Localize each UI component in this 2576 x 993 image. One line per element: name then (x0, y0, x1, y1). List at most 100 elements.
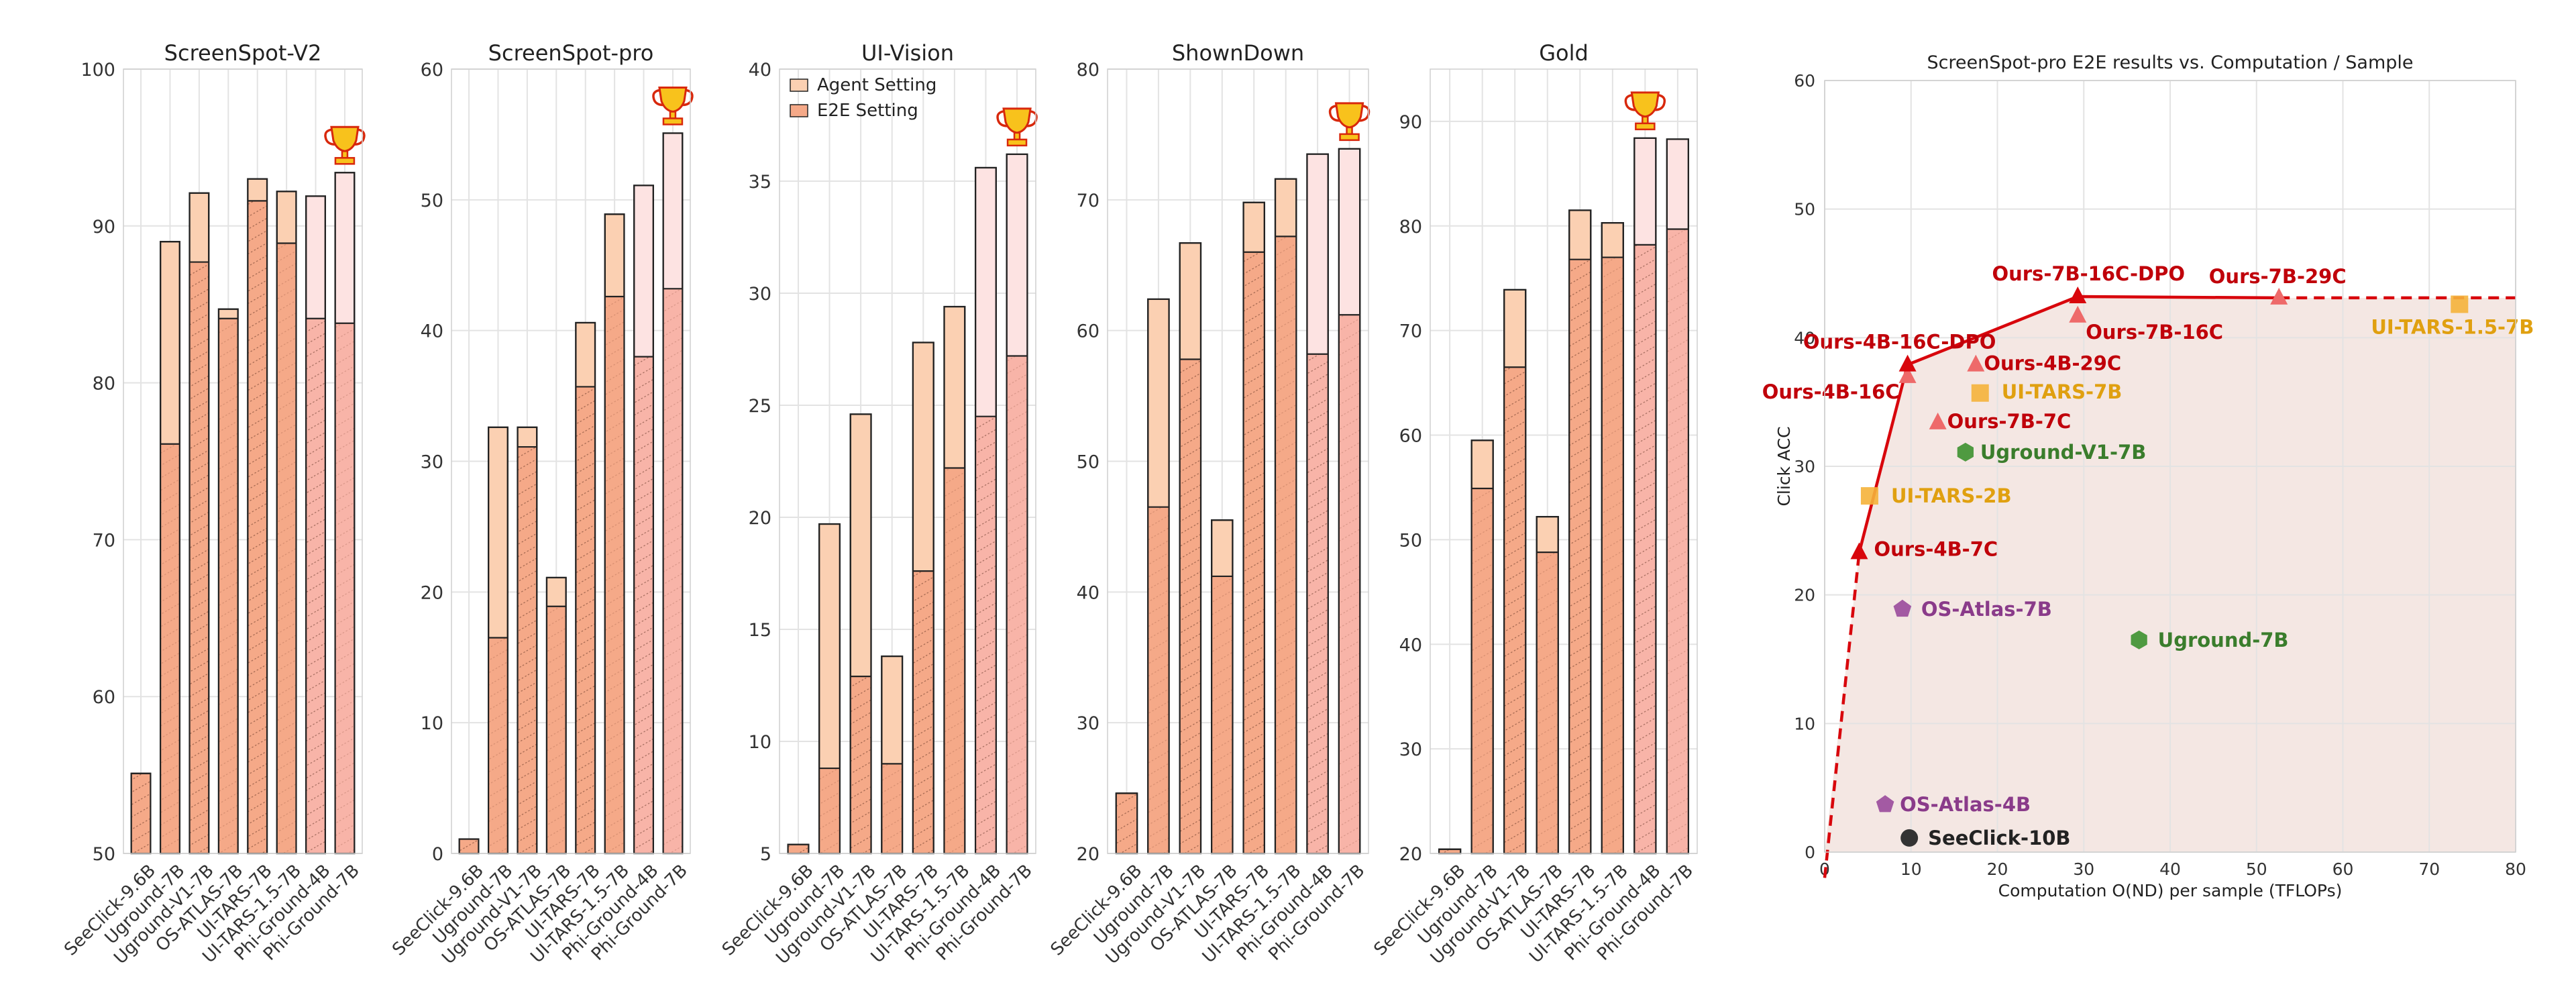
point-uground-v1-7b (1957, 442, 1974, 462)
bar-e2e-hatch (1536, 552, 1558, 853)
bar-e2e-hatch (1634, 244, 1656, 854)
legend-swatch-e2e (790, 104, 808, 117)
bar-chart-2: 510152025303540UI-VisionSeeClick-9.6BUgr… (718, 40, 1038, 968)
point-ours-4b-29c (1967, 354, 1985, 372)
legend-label-agent: Agent Setting (817, 75, 936, 95)
panel-title: UI-Vision (861, 40, 954, 66)
point-ours-4b-16c (1898, 366, 1917, 383)
panel-title: ShownDown (1172, 40, 1304, 66)
bar-e2e-hatch (881, 764, 903, 853)
bar-e2e-hatch (276, 243, 297, 853)
bar-e2e-hatch (944, 468, 965, 853)
bar-e2e-hatch (1338, 315, 1360, 854)
point-ui-tars-7b (1971, 384, 1989, 402)
point-ours-7b-16c-dpo (2069, 286, 2087, 303)
plot-frame (1430, 68, 1698, 854)
point-label: Uground-V1-7B (1980, 441, 2146, 464)
y-tick-label: 40 (749, 60, 771, 81)
bar-e2e-hatch (1148, 507, 1169, 853)
plot-area (123, 69, 362, 853)
trophy-stem (1013, 132, 1021, 141)
point-ui-tars-2b (1860, 487, 1878, 505)
y-tick-label: 60 (1794, 71, 1815, 91)
bar-e2e-hatch (850, 676, 871, 853)
y-tick-label: 40 (1077, 582, 1099, 603)
trophy-base (1339, 133, 1360, 142)
point-label: UI-TARS-2B (1891, 484, 2012, 507)
point-label: UI-TARS-1.5-7B (2371, 316, 2534, 339)
panel-title: ScreenSpot-pro (488, 40, 654, 66)
y-tick-label: 60 (93, 687, 115, 708)
y-tick-label: 20 (1399, 844, 1422, 865)
trophy-icon (1328, 102, 1371, 142)
point-label: Ours-7B-7C (1947, 410, 2072, 433)
bar-chart-1: 0102030405060ScreenSpot-proSeeClick-9.6B… (388, 40, 694, 968)
y-tick-label: 10 (1794, 714, 1815, 733)
point-label: OS-Atlas-7B (1921, 598, 2052, 621)
y-tick-label: 30 (749, 284, 771, 305)
bar-e2e-hatch (1601, 257, 1623, 853)
bar-e2e-hatch (459, 839, 479, 853)
bar-e2e-hatch (975, 416, 996, 853)
bar-e2e-hatch (1006, 356, 1028, 853)
y-tick-label: 30 (1077, 713, 1099, 734)
y-tick-label: 40 (421, 321, 443, 342)
bar-e2e-hatch (1243, 252, 1265, 853)
y-tick-label: 20 (749, 508, 771, 529)
bar-e2e-hatch (160, 443, 180, 853)
bar-chart-4: 2030405060708090GoldSeeClick-9.6BUground… (1370, 40, 1698, 968)
y-tick-label: 70 (1399, 321, 1422, 342)
x-tick-label: 10 (1900, 859, 1922, 879)
trophy-stem (341, 150, 349, 159)
plot-frame (1824, 80, 2516, 853)
y-tick-label: 25 (749, 396, 771, 417)
point-label: Uground-7B (2158, 629, 2289, 651)
point-uground-7b (2131, 630, 2147, 649)
point-ours-7b-16c (2069, 305, 2087, 323)
point-label: OS-Atlas-4B (1900, 793, 2031, 816)
frontier-dashed-start (1823, 552, 1861, 878)
plot-frame (123, 68, 363, 854)
x-axis-label: Computation O(ND) per sample (TFLOPs) (1998, 881, 2343, 900)
y-tick-label: 35 (749, 172, 771, 193)
trophy-handle-right (1654, 94, 1666, 111)
x-tick-label: 60 (2332, 859, 2354, 879)
trophy-base (662, 117, 684, 125)
bar-e2e-hatch (1116, 793, 1138, 853)
bar-chart-3: 20304050607080ShownDownSeeClick-9.6BUgro… (1047, 40, 1371, 968)
y-tick-label: 10 (421, 713, 443, 734)
bar-e2e-hatch (604, 297, 625, 853)
x-tick-label: 80 (2505, 859, 2526, 879)
y-tick-label: 10 (749, 732, 771, 753)
y-tick-label: 20 (1077, 844, 1099, 865)
bar-e2e-hatch (1307, 354, 1328, 853)
x-tick-label: 70 (2418, 859, 2440, 879)
y-tick-label: 90 (1399, 112, 1422, 133)
point-label: Ours-7B-16C-DPO (1992, 262, 2185, 285)
legend-swatch-agent (790, 79, 808, 92)
y-tick-label: 0 (1805, 843, 1815, 862)
y-tick-label: 70 (93, 530, 115, 551)
y-tick-label: 60 (1399, 426, 1422, 447)
y-tick-label: 80 (1399, 217, 1422, 238)
y-tick-label: 5 (760, 844, 771, 865)
y-tick-label: 50 (1794, 200, 1815, 219)
bar-chart-0: 5060708090100ScreenSpot-V2SeeClick-9.6BU… (60, 40, 366, 968)
plot-frame (779, 68, 1036, 854)
point-seeclick-10b (1900, 829, 1919, 847)
trophy-handle-left (324, 128, 336, 146)
trophy-icon (1624, 91, 1666, 131)
y-tick-label: 60 (1077, 321, 1099, 342)
scatter-chart: 010203040506070800102030405060Ours-4B-7C… (1762, 52, 2534, 900)
bar-e2e-hatch (1439, 849, 1461, 853)
point-label: Ours-7B-29C (2209, 265, 2347, 288)
y-tick-label: 100 (80, 60, 115, 81)
bar-e2e-hatch (1179, 359, 1201, 853)
plot-area (780, 69, 1036, 853)
bar-e2e-hatch (788, 844, 809, 853)
y-tick-label: 15 (749, 620, 771, 641)
trophy-stem (669, 111, 677, 119)
y-tick-label: 80 (93, 374, 115, 395)
panel-title: Gold (1539, 40, 1589, 66)
